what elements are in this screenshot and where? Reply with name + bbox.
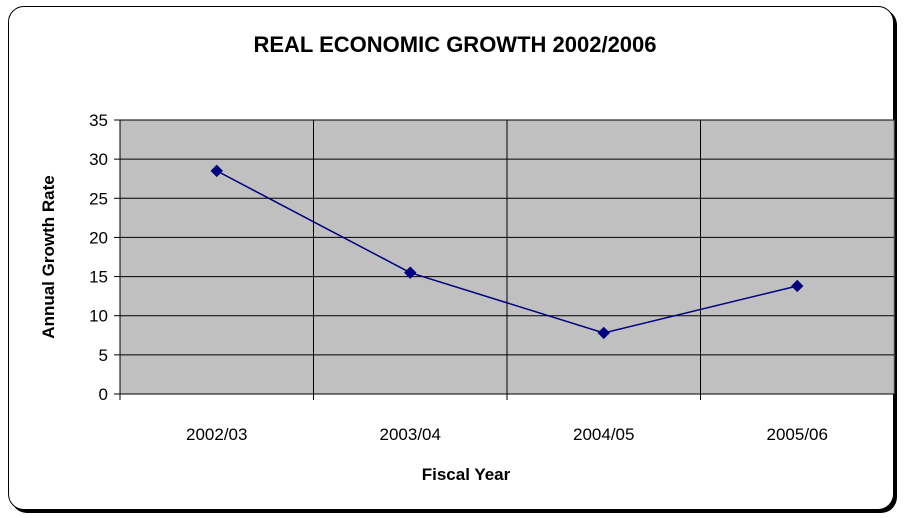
y-tick-label: 35 [89, 111, 108, 130]
x-tick-label: 2004/05 [573, 425, 634, 444]
x-tick-label: 2005/06 [767, 425, 828, 444]
chart-title: REAL ECONOMIC GROWTH 2002/2006 [253, 32, 656, 57]
x-tick-label: 2002/03 [186, 425, 247, 444]
x-axis-ticks: 2002/03 2003/04 2004/05 2005/06 [186, 425, 828, 444]
y-tick-label: 25 [89, 189, 108, 208]
y-tick-label: 15 [89, 268, 108, 287]
y-tick-label: 30 [89, 150, 108, 169]
x-tick-label: 2003/04 [380, 425, 441, 444]
series-line [216, 170, 798, 334]
series-group [210, 164, 804, 340]
y-tick-label: 20 [89, 228, 108, 247]
axes [114, 119, 895, 400]
x-axis-title: Fiscal Year [422, 465, 511, 484]
data-point-marker [791, 279, 804, 293]
data-point-marker [597, 326, 610, 340]
data-point-marker [404, 266, 417, 279]
y-axis-title: Annual Growth Rate [39, 175, 58, 338]
y-tick-label: 5 [99, 346, 108, 365]
y-tick-label: 0 [99, 385, 108, 404]
data-point-marker [210, 164, 223, 178]
y-tick-label: 10 [89, 307, 108, 326]
y-axis-ticks: 0 5 10 15 20 25 30 35 [89, 111, 108, 404]
gridlines [120, 119, 894, 394]
